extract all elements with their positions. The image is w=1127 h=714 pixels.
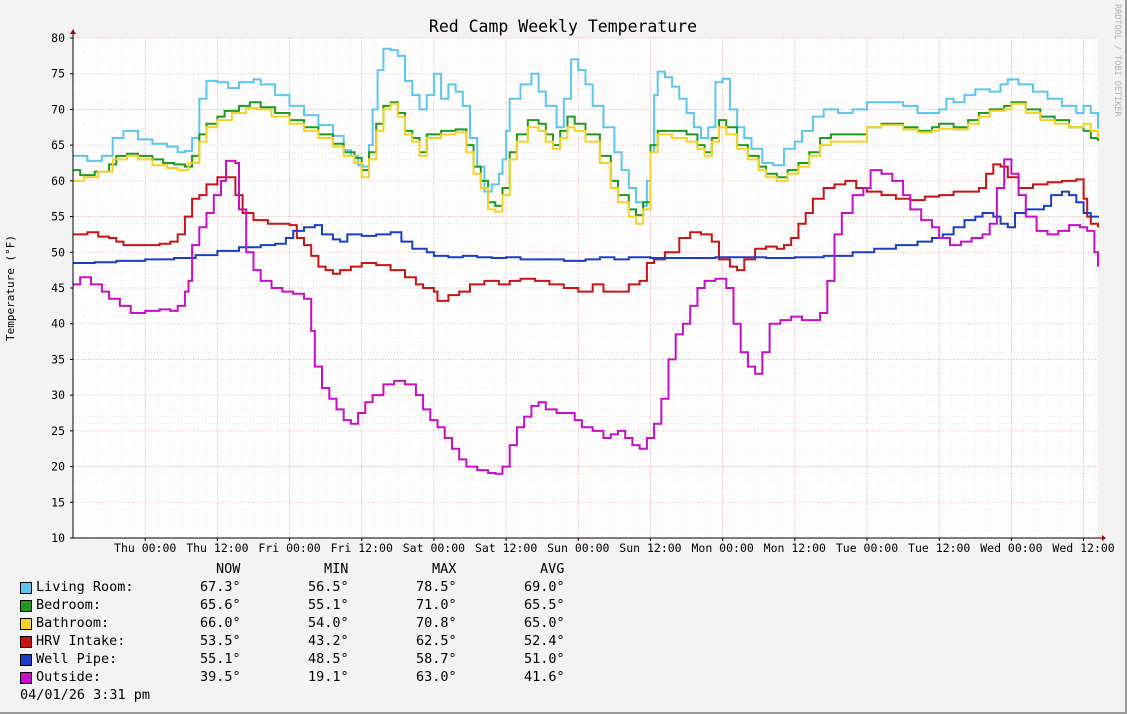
legend-swatch <box>20 672 32 684</box>
x-axis-arrow <box>1102 535 1106 541</box>
legend-value-now: 66.0° <box>200 615 241 631</box>
y-tick-label: 20 <box>51 460 65 474</box>
y-tick-label: 60 <box>51 174 65 188</box>
legend-row: Well Pipe: 55.1° 48.5° 58.7° 51.0° <box>20 651 620 669</box>
x-tick-label: Tue 00:00 <box>836 541 898 555</box>
legend-value-min: 48.5° <box>308 651 349 667</box>
watermark: RRDTOOL / TOBI OETIKER <box>1112 4 1122 117</box>
legend-label: Bedroom: <box>36 597 102 613</box>
timestamp: 04/01/26 3:31 pm <box>20 687 151 703</box>
legend-value-max: 63.0° <box>416 669 457 685</box>
legend-swatch <box>20 618 32 630</box>
legend-value-avg: 52.4° <box>524 633 565 649</box>
series-line-3 <box>73 163 1099 302</box>
series-line-4 <box>73 190 1099 264</box>
x-tick-label: Sun 00:00 <box>547 541 609 555</box>
legend-label: Well Pipe: <box>36 651 118 667</box>
series-line-5 <box>73 158 1099 475</box>
legend-value-min: 55.1° <box>308 597 349 613</box>
legend-swatch <box>20 654 32 666</box>
y-tick-label: 30 <box>51 388 65 402</box>
legend-swatch <box>20 600 32 612</box>
x-tick-label: Tue 12:00 <box>908 541 970 555</box>
legend-header-avg: AVG <box>540 561 565 577</box>
legend-row: Bedroom: 65.6° 55.1° 71.0° 65.5° <box>20 597 620 615</box>
legend-row: Bathroom: 66.0° 54.0° 70.8° 65.0° <box>20 615 620 633</box>
legend-label: Outside: <box>36 669 102 685</box>
legend-value-max: 70.8° <box>416 615 457 631</box>
legend-value-max: 71.0° <box>416 597 457 613</box>
legend-value-max: 78.5° <box>416 579 457 595</box>
legend-row: Outside: 39.5° 19.1° 63.0° 41.6° <box>20 669 620 687</box>
y-tick-label: 65 <box>51 138 65 152</box>
x-tick-label: Sat 00:00 <box>403 541 465 555</box>
y-tick-label: 80 <box>51 31 65 45</box>
legend-value-avg: 41.6° <box>524 669 565 685</box>
y-tick-label: 55 <box>51 210 65 224</box>
x-tick-label: Thu 12:00 <box>186 541 248 555</box>
chart-title: Red Camp Weekly Temperature <box>429 17 697 36</box>
x-tick-label: Mon 00:00 <box>691 541 753 555</box>
y-tick-label: 15 <box>51 495 65 509</box>
legend-header-max: MAX <box>432 561 457 577</box>
legend-header-now: NOW <box>216 561 241 577</box>
legend-value-now: 53.5° <box>200 633 241 649</box>
legend-swatch <box>20 582 32 594</box>
legend-value-now: 39.5° <box>200 669 241 685</box>
series-line-2 <box>73 102 1099 225</box>
x-tick-label: Fri 12:00 <box>331 541 393 555</box>
legend-header-min: MIN <box>324 561 349 577</box>
x-tick-label: Wed 00:00 <box>980 541 1042 555</box>
x-tick-label: Sun 12:00 <box>619 541 681 555</box>
legend-label: HRV Intake: <box>36 633 126 649</box>
series-line-0 <box>73 47 1099 207</box>
x-tick-label: Mon 12:00 <box>764 541 826 555</box>
legend-value-avg: 51.0° <box>524 651 565 667</box>
legend-value-max: 62.5° <box>416 633 457 649</box>
y-tick-label: 40 <box>51 317 65 331</box>
x-tick-label: Wed 12:00 <box>1052 541 1114 555</box>
legend-value-min: 54.0° <box>308 615 349 631</box>
x-tick-label: Thu 00:00 <box>114 541 176 555</box>
legend-value-now: 65.6° <box>200 597 241 613</box>
legend-value-min: 19.1° <box>308 669 349 685</box>
legend-value-max: 58.7° <box>416 651 457 667</box>
y-axis-arrow <box>70 29 76 34</box>
legend-swatch <box>20 636 32 648</box>
y-tick-label: 10 <box>51 531 65 545</box>
legend-row: Living Room: 67.3° 56.5° 78.5° 69.0° <box>20 579 620 597</box>
legend-row: HRV Intake: 53.5° 43.2° 62.5° 52.4° <box>20 633 620 651</box>
legend-value-min: 43.2° <box>308 633 349 649</box>
legend-value-avg: 65.5° <box>524 597 565 613</box>
x-tick-label: Sat 12:00 <box>475 541 537 555</box>
legend-label: Living Room: <box>36 579 134 595</box>
x-tick-label: Fri 00:00 <box>258 541 320 555</box>
y-tick-label: 70 <box>51 102 65 116</box>
legend-value-now: 55.1° <box>200 651 241 667</box>
legend-value-min: 56.5° <box>308 579 349 595</box>
y-axis-label: Temperature (°F) <box>4 235 17 341</box>
legend-value-avg: 65.0° <box>524 615 565 631</box>
y-tick-label: 45 <box>51 281 65 295</box>
legend-label: Bathroom: <box>36 615 110 631</box>
legend-value-now: 67.3° <box>200 579 241 595</box>
y-tick-label: 35 <box>51 352 65 366</box>
temperature-chart: 10 15 20 25 30 35 40 45 50 55 60 65 70 75 80 Thu 00:00 T… <box>4 4 1122 555</box>
y-tick-label: 75 <box>51 67 65 81</box>
y-tick-label: 50 <box>51 245 65 259</box>
y-tick-label: 25 <box>51 424 65 438</box>
legend-value-avg: 69.0° <box>524 579 565 595</box>
